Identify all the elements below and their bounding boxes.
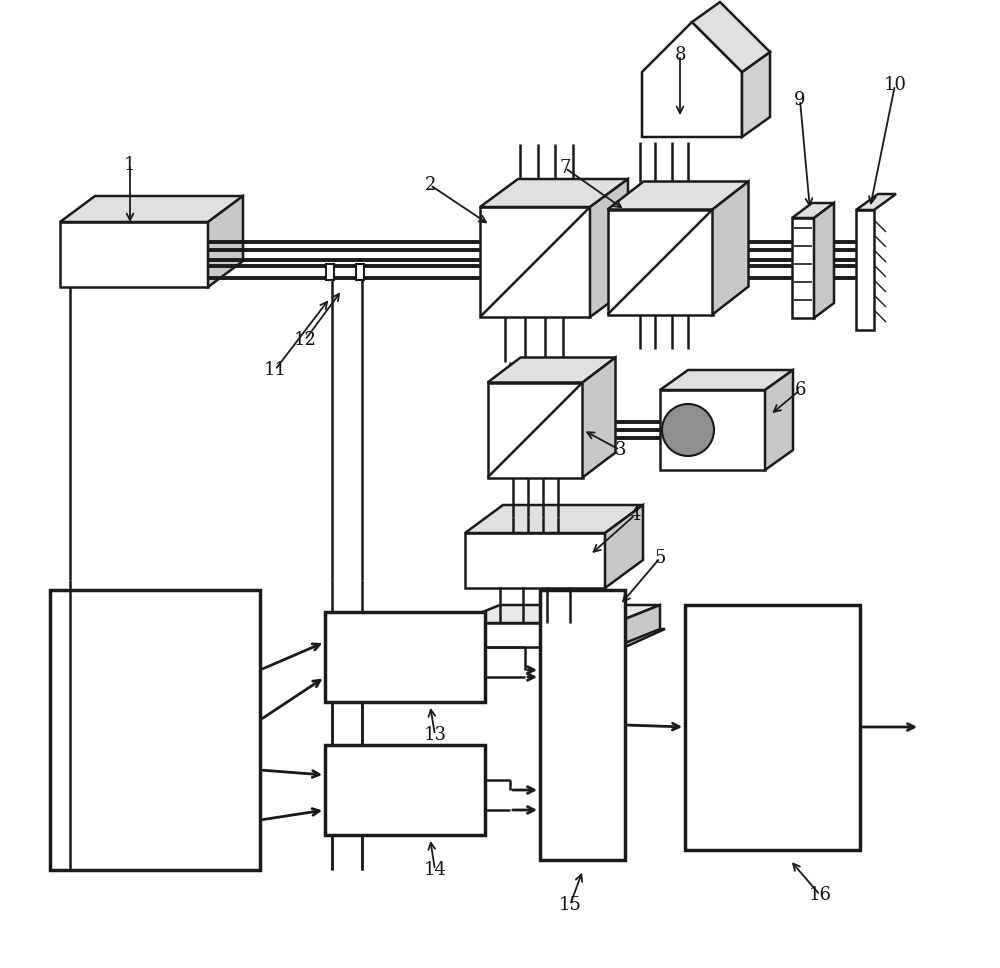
Polygon shape — [488, 357, 616, 382]
Polygon shape — [660, 370, 793, 390]
Text: 10: 10 — [884, 76, 906, 94]
Polygon shape — [856, 194, 896, 210]
Polygon shape — [856, 210, 874, 330]
Polygon shape — [208, 196, 243, 287]
Polygon shape — [455, 623, 615, 647]
Circle shape — [662, 404, 714, 456]
Polygon shape — [465, 533, 605, 588]
Polygon shape — [660, 390, 765, 470]
Polygon shape — [615, 605, 660, 647]
Text: 12: 12 — [294, 331, 316, 349]
Polygon shape — [608, 209, 712, 315]
Polygon shape — [605, 505, 643, 588]
Polygon shape — [325, 745, 485, 835]
Polygon shape — [326, 264, 334, 280]
Text: 8: 8 — [674, 46, 686, 64]
Text: 15: 15 — [559, 896, 581, 914]
Text: 14: 14 — [424, 861, 446, 879]
Polygon shape — [488, 382, 582, 477]
Polygon shape — [480, 207, 590, 317]
Text: 3: 3 — [614, 441, 626, 459]
Text: 5: 5 — [654, 549, 666, 567]
Text: 7: 7 — [559, 159, 571, 177]
Text: 11: 11 — [264, 361, 287, 379]
Polygon shape — [480, 179, 628, 207]
Text: 6: 6 — [794, 381, 806, 399]
Polygon shape — [642, 22, 742, 137]
Polygon shape — [765, 370, 793, 470]
Text: 1: 1 — [124, 156, 136, 174]
Polygon shape — [356, 264, 364, 280]
Text: 9: 9 — [794, 91, 806, 109]
Polygon shape — [50, 590, 260, 870]
Polygon shape — [608, 182, 748, 209]
Polygon shape — [60, 196, 243, 222]
Polygon shape — [590, 179, 628, 317]
Polygon shape — [814, 203, 834, 318]
Text: 16: 16 — [808, 886, 832, 904]
Polygon shape — [792, 218, 814, 318]
Polygon shape — [792, 203, 834, 218]
Polygon shape — [455, 605, 660, 623]
Polygon shape — [685, 605, 860, 850]
Polygon shape — [742, 52, 770, 137]
Polygon shape — [60, 222, 208, 287]
Polygon shape — [582, 357, 616, 477]
Polygon shape — [692, 2, 770, 72]
Text: 2: 2 — [424, 176, 436, 194]
Polygon shape — [465, 629, 665, 647]
Polygon shape — [712, 182, 748, 315]
Polygon shape — [325, 612, 485, 702]
Text: 4: 4 — [629, 506, 641, 524]
Text: 13: 13 — [424, 726, 446, 744]
Polygon shape — [465, 505, 643, 533]
Polygon shape — [540, 590, 625, 860]
